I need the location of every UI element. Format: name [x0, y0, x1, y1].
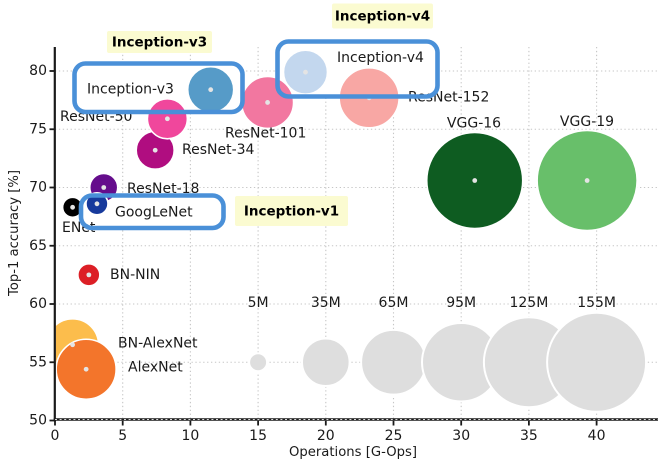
- badge-bg-inception-v4: [332, 3, 433, 29]
- size-legend-label-155m: 155M: [577, 295, 616, 311]
- callout-borders: [72, 39, 440, 231]
- label-alexnet: AlexNet: [128, 360, 183, 376]
- point-marker-resnet-50: [164, 116, 170, 122]
- badge-label-inception-v3: Inception-v3: [112, 35, 207, 51]
- size-legend-label-5m: 5M: [248, 295, 269, 311]
- point-labels: BN-AlexNet AlexNet BN-NIN ResNet-18 ENet Goog…: [60, 50, 616, 376]
- point-marker-googlenet: [94, 201, 100, 207]
- point-marker-resnet-101: [265, 100, 270, 105]
- size-legend-label-125m: 125M: [509, 295, 548, 311]
- badge-bg-inception-v1: [235, 196, 348, 226]
- size-legend-label-65m: 65M: [379, 295, 409, 311]
- y-tick-label-65: 65: [29, 238, 47, 254]
- label-inception-v4: Inception-v4: [337, 50, 424, 66]
- size-legend-bubble-155m: [546, 311, 648, 413]
- x-tick-label-5: 5: [118, 428, 127, 444]
- label-resnet-18: ResNet-18: [127, 181, 199, 197]
- point-marker-bn-nin: [86, 272, 92, 278]
- point-marker-vgg-16: [472, 178, 478, 183]
- label-inception-v3: Inception-v3: [87, 82, 174, 98]
- x-tick-label-40: 40: [588, 428, 606, 444]
- point-marker-inception-v4: [303, 69, 308, 75]
- label-vgg-16: VGG-16: [447, 116, 501, 132]
- x-tick-label-0: 0: [51, 428, 60, 444]
- y-tick-label-50: 50: [29, 413, 47, 429]
- size-legend-label-95m: 95M: [446, 295, 476, 311]
- callout-border-inception-v3: [72, 61, 245, 115]
- y-tick-label-70: 70: [29, 180, 47, 196]
- badges: Inception-v3 Inception-v4 Inception-v1: [107, 3, 433, 226]
- label-resnet-152: ResNet-152: [408, 90, 489, 106]
- y-tick-label-60: 60: [29, 296, 47, 312]
- badge-label-inception-v1: Inception-v1: [244, 204, 339, 220]
- y-tick-label-55: 55: [29, 354, 47, 370]
- point-marker-bn-alexnet: [70, 342, 76, 348]
- point-marker-resnet-34: [152, 147, 158, 153]
- size-legend: [248, 311, 648, 413]
- point-marker-resnet-18: [101, 185, 107, 190]
- label-resnet-101: ResNet-101: [225, 126, 306, 142]
- y-tick-label-75: 75: [29, 121, 47, 137]
- x-tick-label-25: 25: [385, 428, 403, 444]
- callout-fill-googlenet: [81, 195, 224, 228]
- label-enet: ENet: [62, 220, 96, 236]
- label-vgg-19: VGG-19: [560, 114, 614, 130]
- axes: 0 5 10 15 20 25 30 35 40 50 55 60 65 70 75 80 Operations…: [7, 47, 658, 460]
- size-legend-bubble-65m: [360, 328, 427, 396]
- y-tick-label-80: 80: [29, 63, 47, 79]
- x-tick-label-30: 30: [452, 428, 470, 444]
- x-tick-label-10: 10: [181, 428, 199, 444]
- point-marker-vgg-19: [584, 178, 590, 183]
- x-tick-label-15: 15: [249, 428, 267, 444]
- size-legend-bubble-35m: [301, 337, 351, 388]
- label-googlenet: GoogLeNet: [115, 205, 193, 221]
- size-legend-bubble-5m: [248, 352, 269, 373]
- callout-border-googlenet: [78, 193, 226, 231]
- size-legend-label-35m: 35M: [311, 295, 341, 311]
- x-axis-title: Operations [G-Ops]: [289, 445, 417, 460]
- callout-border-inception-v4: [275, 39, 440, 99]
- point-marker-inception-v3: [208, 87, 214, 93]
- label-bn-nin: BN-NIN: [110, 267, 160, 283]
- badge-bg-inception-v3: [107, 31, 212, 53]
- y-axis-title: Top-1 accuracy [%]: [7, 170, 22, 297]
- x-tick-label-20: 20: [317, 428, 335, 444]
- label-resnet-34: ResNet-34: [182, 142, 255, 158]
- x-tick-label-35: 35: [520, 428, 538, 444]
- label-bn-alexnet: BN-AlexNet: [118, 336, 198, 352]
- badge-label-inception-v4: Inception-v4: [335, 9, 430, 25]
- point-marker-enet: [70, 204, 76, 210]
- point-marker-alexnet: [83, 366, 89, 372]
